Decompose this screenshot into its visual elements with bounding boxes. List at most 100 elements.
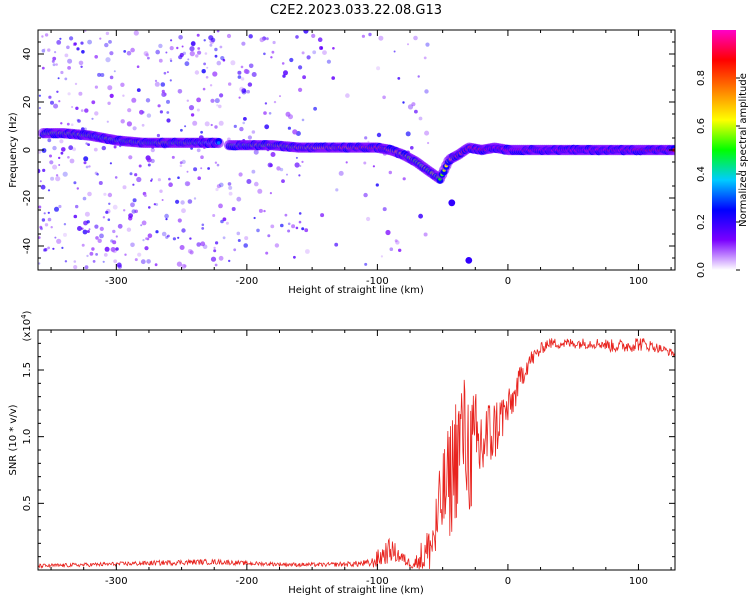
colorbar-tick-label: 0.8 <box>696 70 707 86</box>
noise-dot <box>137 252 142 257</box>
noise-dot <box>166 111 170 114</box>
noise-dot <box>164 213 169 219</box>
noise-dot <box>197 176 201 180</box>
noise-dot <box>80 41 84 45</box>
noise-dot <box>105 208 111 214</box>
noise-dot <box>38 262 41 265</box>
noise-dot <box>407 43 409 46</box>
noise-dot <box>147 163 151 167</box>
noise-dot <box>72 147 76 152</box>
noise-dot <box>366 216 371 222</box>
noise-dot <box>166 71 169 74</box>
noise-dot <box>270 224 275 229</box>
noise-dot <box>233 248 237 252</box>
noise-dot <box>83 156 89 162</box>
noise-dot <box>188 105 195 111</box>
noise-dot <box>115 247 119 251</box>
outlier-point <box>448 199 456 207</box>
noise-dot <box>107 218 111 221</box>
x-tick-label: 100 <box>629 276 648 287</box>
noise-dot <box>85 142 88 145</box>
noise-dot <box>169 58 172 61</box>
noise-dot <box>86 220 90 224</box>
noise-dot <box>269 192 272 195</box>
noise-dot <box>411 102 416 107</box>
noise-dot <box>213 249 217 253</box>
noise-dot <box>423 56 427 60</box>
noise-dot <box>203 39 206 42</box>
noise-dot <box>160 82 166 87</box>
noise-dot <box>73 42 77 46</box>
noise-dot <box>102 260 105 263</box>
noise-dot <box>169 79 172 82</box>
noise-dot <box>424 130 430 136</box>
noise-dot <box>180 128 183 132</box>
noise-dot <box>38 150 42 154</box>
noise-dot <box>190 41 196 47</box>
noise-dot <box>47 246 50 250</box>
noise-dot <box>130 47 135 53</box>
noise-dot <box>52 145 57 151</box>
noise-dot <box>66 122 70 126</box>
noise-dot <box>395 240 400 245</box>
noise-dot <box>81 50 85 54</box>
noise-dot <box>123 50 127 53</box>
noise-dot <box>210 256 217 262</box>
noise-dot <box>87 191 92 197</box>
noise-dot <box>202 244 208 249</box>
noise-dot <box>179 52 184 58</box>
noise-dot <box>147 233 153 238</box>
noise-dot <box>367 140 370 143</box>
noise-dot <box>192 120 198 126</box>
noise-dot <box>97 72 102 77</box>
noise-dot <box>197 47 201 50</box>
noise-dot <box>394 239 398 243</box>
noise-dot <box>156 133 160 138</box>
noise-dot <box>193 167 198 172</box>
y-tick-label: -40 <box>22 238 33 254</box>
colorbar-label: Normalized spectral amplitude <box>738 73 749 227</box>
chart-title: C2E2.2023.033.22.08.G13 <box>270 3 442 18</box>
noise-dot <box>298 65 303 70</box>
x-tick-label: -100 <box>366 276 389 287</box>
noise-dot <box>393 50 396 53</box>
noise-dot <box>41 218 46 222</box>
noise-dot <box>87 143 90 147</box>
x-tick-label: -300 <box>105 276 128 287</box>
noise-dot <box>279 95 281 98</box>
noise-dot <box>317 37 323 42</box>
y-tick-label: 1.0 <box>22 429 33 445</box>
noise-dot <box>113 259 118 264</box>
noise-dot <box>304 228 309 233</box>
noise-dot <box>61 246 64 249</box>
noise-dot <box>84 265 89 270</box>
noise-dot <box>99 37 102 40</box>
noise-dot <box>66 45 70 50</box>
noise-dot <box>243 68 249 74</box>
noise-dot <box>47 211 50 214</box>
noise-dot <box>107 85 113 91</box>
noise-dot <box>133 30 139 36</box>
noise-dot <box>334 242 339 247</box>
noise-dot <box>103 253 108 257</box>
noise-dot <box>376 66 381 71</box>
noise-dot <box>186 170 189 173</box>
noise-dot <box>122 185 127 190</box>
noise-dot <box>107 192 113 198</box>
noise-dot <box>215 241 219 245</box>
noise-dot <box>52 164 58 170</box>
noise-dot <box>240 65 244 69</box>
noise-dot <box>287 126 291 130</box>
noise-dot <box>134 258 138 262</box>
noise-dot <box>276 166 281 171</box>
noise-dot <box>257 188 263 194</box>
noise-dot <box>382 207 387 212</box>
noise-dot <box>58 204 62 209</box>
noise-dot <box>144 246 149 251</box>
noise-dot <box>126 121 132 127</box>
noise-dot <box>40 227 43 231</box>
noise-dot <box>132 126 137 131</box>
noise-dot <box>181 45 184 48</box>
noise-dot <box>295 226 299 230</box>
noise-dot <box>67 66 71 70</box>
